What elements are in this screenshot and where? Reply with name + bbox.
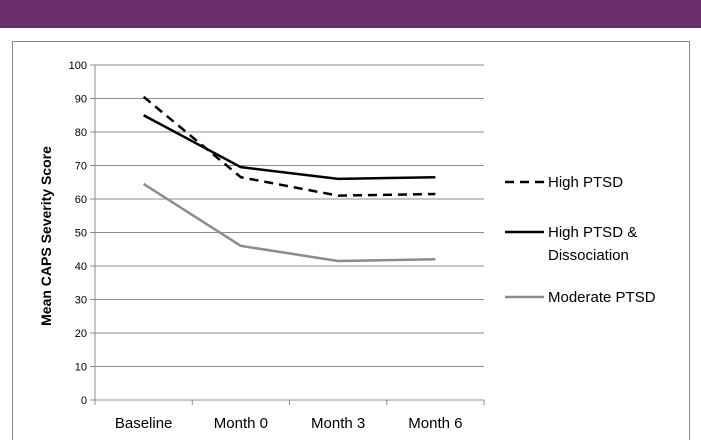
legend: High PTSD High PTSD & Dissociation Moderate… bbox=[505, 174, 656, 306]
legend-label: Dissociation bbox=[548, 247, 629, 264]
header-bar bbox=[0, 0, 701, 28]
x-tick-label: Month 3 bbox=[311, 415, 365, 432]
y-tick-label: 20 bbox=[75, 328, 87, 340]
y-tick-label: 100 bbox=[69, 60, 87, 72]
legend-label: High PTSD bbox=[548, 174, 623, 191]
series-line bbox=[143, 114, 436, 181]
y-tick-label: 80 bbox=[75, 127, 87, 139]
legend-label: Moderate PTSD bbox=[548, 289, 656, 306]
series-line bbox=[142, 182, 436, 263]
y-tick-label: 90 bbox=[75, 94, 87, 106]
x-tick-label: Baseline bbox=[115, 415, 173, 432]
series-line bbox=[142, 95, 436, 197]
x-tick-label: Month 0 bbox=[214, 415, 268, 432]
y-tick-label: 70 bbox=[75, 161, 87, 173]
y-tick-label: 60 bbox=[75, 194, 87, 206]
gridlines bbox=[90, 64, 485, 405]
legend-label: High PTSD & bbox=[548, 224, 637, 241]
y-tick-labels: 0 10 20 30 40 50 60 70 80 90 100 bbox=[69, 60, 87, 407]
y-tick-label: 10 bbox=[75, 362, 87, 374]
chart-frame bbox=[12, 41, 690, 440]
y-axis-title: Mean CAPS Severity Score bbox=[38, 146, 54, 326]
x-tick-labels: Baseline Month 0 Month 3 Month 6 bbox=[115, 415, 463, 432]
x-tick-label: Month 6 bbox=[408, 415, 462, 432]
y-tick-label: 0 bbox=[81, 395, 87, 407]
y-tick-label: 30 bbox=[75, 295, 87, 307]
series-lines bbox=[142, 95, 436, 263]
y-tick-label: 50 bbox=[75, 228, 87, 240]
y-tick-label: 40 bbox=[75, 261, 87, 273]
